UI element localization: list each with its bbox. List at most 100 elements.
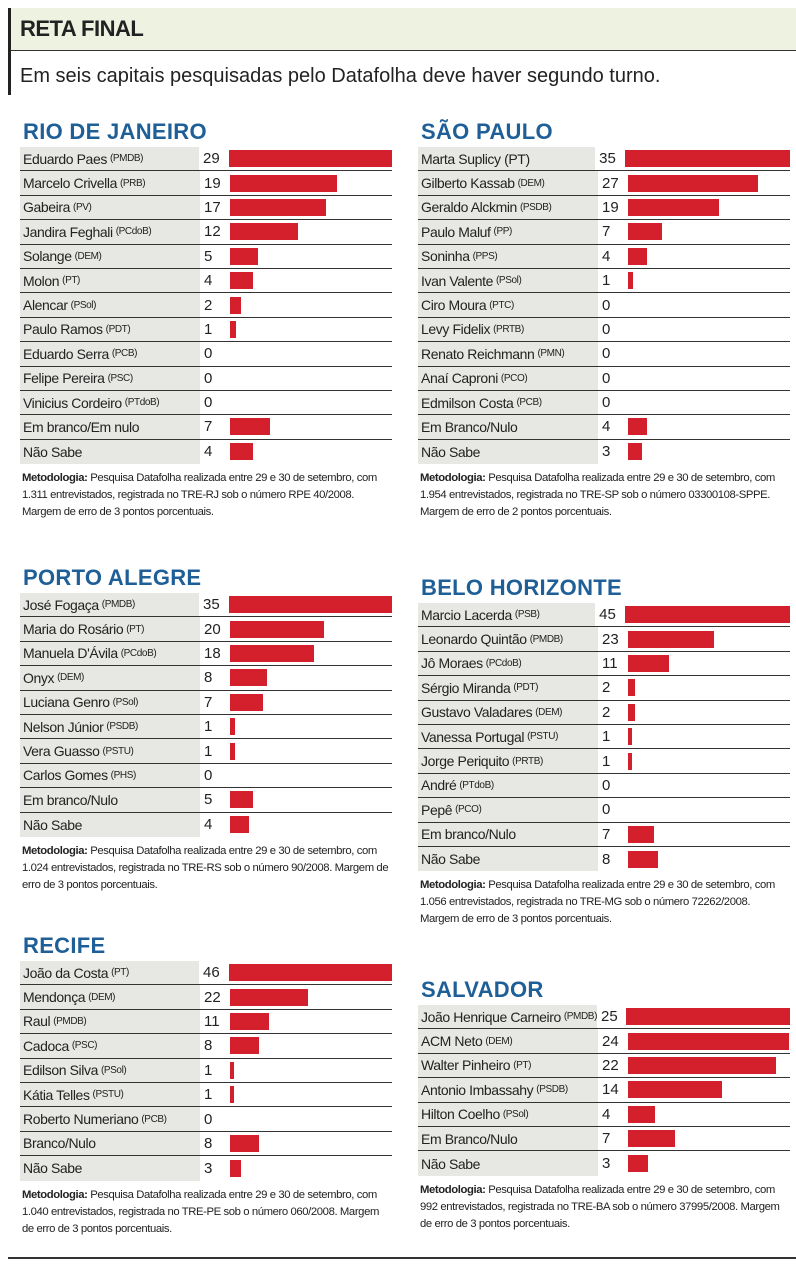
- candidate-name: Molon: [23, 272, 60, 289]
- candidate-label: Vera Guasso (PSTU): [20, 739, 200, 763]
- candidate-label: João Henrique Carneiro (PMDB): [418, 1005, 597, 1029]
- table-row: Carlos Gomes (PHS) 0: [20, 763, 392, 789]
- table-row: Vinicius Cordeiro (PTdoB) 0: [20, 390, 392, 416]
- candidate-name: Não Sabe: [421, 1155, 481, 1172]
- candidate-label: Jorge Periquito (PRTB): [418, 749, 598, 773]
- value-label: 3: [602, 1155, 611, 1173]
- value-label: 0: [602, 320, 611, 338]
- candidate-label: Kátia Telles (PSTU): [20, 1082, 200, 1107]
- footer-rule: [8, 1257, 796, 1259]
- party: (PCdoB): [120, 647, 157, 659]
- candidate-label: Em Branco/Nulo: [418, 415, 598, 439]
- bar: [628, 1081, 723, 1099]
- candidate-label: Não Sabe: [418, 439, 598, 465]
- candidate-name: Jorge Periquito: [421, 753, 510, 770]
- bar: [624, 150, 790, 168]
- bar: [628, 1155, 649, 1173]
- candidate-name: Ciro Moura: [421, 297, 487, 314]
- candidate-label: Solange (DEM): [20, 244, 200, 268]
- bar: [230, 198, 327, 216]
- candidate-name: Mendonça: [23, 989, 86, 1006]
- candidate-label: Molon (PT): [20, 268, 200, 293]
- value-label: 45: [599, 606, 616, 624]
- table-row: Em Branco/Nulo 4: [418, 415, 790, 440]
- table-row: Jorge Periquito (PRTB) 1: [418, 749, 790, 774]
- candidate-name: Vera Guasso: [23, 743, 100, 760]
- candidate-name: Em Branco/Nulo: [421, 418, 518, 435]
- value-label: 4: [602, 1105, 611, 1123]
- value-label: 5: [204, 791, 213, 809]
- table-row: Jandira Feghali (PCdoB) 12: [20, 220, 392, 245]
- candidate-name: João Henrique Carneiro: [421, 1008, 561, 1025]
- candidate-name: Renato Reichmann: [421, 345, 535, 362]
- bar: [230, 1159, 241, 1177]
- bar: [230, 988, 309, 1006]
- value-label: 1: [602, 728, 611, 746]
- candidate-label: Raul (PMDB): [20, 1009, 200, 1034]
- city-chart: SALVADOR João Henrique Carneiro (PMDB) 25 AC…: [418, 975, 790, 1233]
- bar: [628, 752, 632, 770]
- value-label: 1: [204, 718, 213, 736]
- candidate-label: Ivan Valente (PSol): [418, 268, 598, 293]
- table-row: Sérgio Miranda (PDT) 2: [418, 676, 790, 701]
- title-band: RETA FINAL: [11, 8, 796, 51]
- bar: [230, 669, 268, 687]
- party: (PCdoB): [485, 657, 522, 669]
- bar: [230, 816, 249, 834]
- candidate-name: Onyx: [23, 669, 55, 686]
- bar: [230, 418, 270, 436]
- candidate-name: Solange: [23, 248, 72, 265]
- candidate-name: Manuela D'Ávila: [23, 645, 118, 662]
- candidate-name: Paulo Maluf: [421, 223, 491, 240]
- bar: [230, 1086, 234, 1104]
- candidate-label: Cadoca (PSC): [20, 1034, 200, 1058]
- table-row: Não Sabe 3: [418, 439, 790, 465]
- party: (PSDB): [536, 1084, 568, 1096]
- value-label: 0: [602, 369, 611, 387]
- value-label: 23: [602, 630, 619, 648]
- table-row: Eduardo Paes (PMDB) 29: [20, 147, 392, 172]
- bar: [628, 174, 758, 192]
- candidate-label: André (PTdoB): [418, 773, 598, 798]
- value-label: 0: [602, 776, 611, 794]
- table-row: Felipe Pereira (PSC) 0: [20, 366, 392, 391]
- candidate-name: Hilton Coelho: [421, 1106, 500, 1123]
- value-label: 0: [204, 369, 213, 387]
- city-title: RIO DE JANEIRO: [23, 119, 207, 144]
- candidate-name: Em Branco/Nulo: [421, 1130, 518, 1147]
- candidate-label: Edilson Silva (PSol): [20, 1058, 200, 1082]
- candidate-name: Maria do Rosário: [23, 621, 124, 638]
- candidate-label: Renato Reichmann (PMN): [418, 342, 598, 366]
- bar-table: Eduardo Paes (PMDB) 29 Marcelo Crivella (PRB…: [20, 147, 392, 465]
- party: (PDT): [105, 323, 131, 335]
- bar: [628, 1056, 776, 1074]
- table-row: Não Sabe 4: [20, 812, 392, 837]
- candidate-label: Eduardo Paes (PMDB): [20, 147, 200, 171]
- table-row: Geraldo Alckmin (PSDB) 19: [418, 195, 790, 221]
- candidate-name: José Fogaça: [23, 596, 99, 613]
- party: (PSol): [502, 1108, 529, 1120]
- value-label: 0: [204, 1110, 213, 1128]
- methodology-label: Metodologia:: [420, 1183, 486, 1196]
- value-label: 0: [602, 296, 611, 314]
- candidate-label: Não Sabe: [20, 812, 200, 837]
- candidate-name: Antonio Imbassahy: [421, 1081, 534, 1098]
- candidate-name: Alencar: [23, 297, 68, 314]
- party: (PSTU): [527, 731, 559, 743]
- candidate-name: Eduardo Paes: [23, 150, 107, 167]
- methodology: Metodologia: Pesquisa Datafolha realizad…: [418, 1182, 790, 1233]
- bar-table: João da Costa (PT) 46 Mendonça (DEM) 22 Raul (P…: [20, 961, 392, 1181]
- candidate-label: Branco/Nulo: [20, 1131, 200, 1156]
- value-label: 0: [602, 345, 611, 363]
- table-row: Cadoca (PSC) 8: [20, 1034, 392, 1059]
- value-label: 4: [204, 443, 213, 461]
- party: (PV): [73, 201, 92, 213]
- value-label: 1: [204, 1086, 213, 1104]
- table-row: Roberto Numeriano (PCB) 0: [20, 1107, 392, 1132]
- table-row: Raul (PMDB) 11: [20, 1009, 392, 1035]
- bar-table: José Fogaça (PMDB) 35 Maria do Rosário (PT) 2…: [20, 593, 392, 837]
- methodology-label: Metodologia:: [22, 1188, 88, 1201]
- candidate-name: Pepê: [421, 801, 453, 818]
- bar-table: Marta Suplicy (PT) 35 Gilberto Kassab (DEM)…: [418, 147, 790, 465]
- bar: [628, 272, 633, 290]
